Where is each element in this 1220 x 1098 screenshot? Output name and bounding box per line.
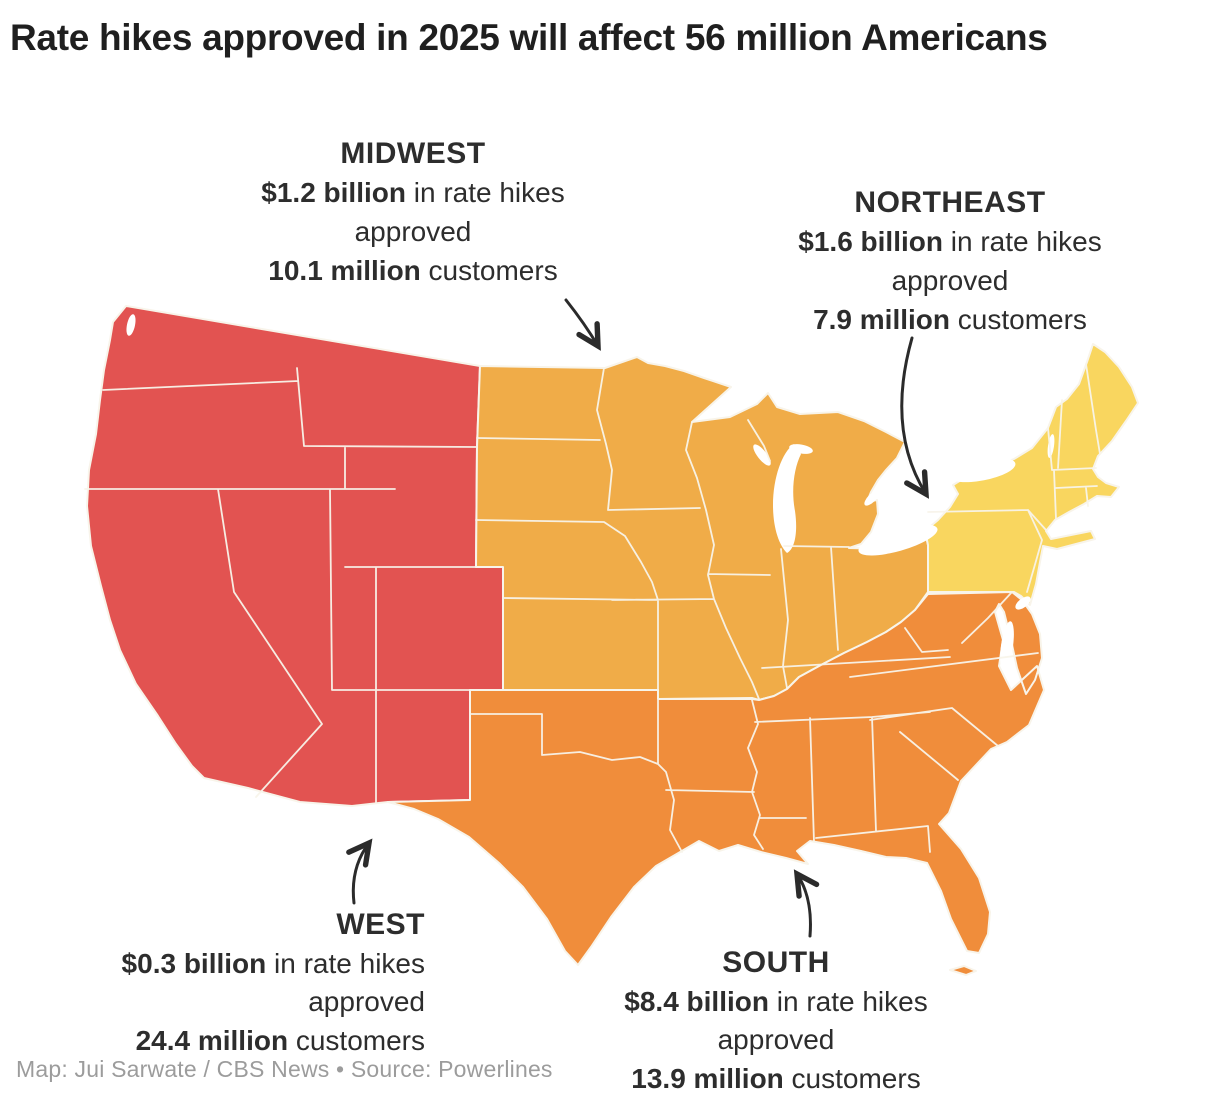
page-title: Rate hikes approved in 2025 will affect …: [10, 17, 1048, 58]
northeast-label: NORTHEAST $1.6 billion in rate hikes app…: [730, 183, 1170, 339]
west-label-customers: 24.4 million customers: [135, 1024, 425, 1056]
northeast-label-name: NORTHEAST: [854, 186, 1046, 219]
northeast-arrow: [900, 336, 930, 499]
midwest-label: MIDWEST $1.2 billion in rate hikes appro…: [193, 134, 633, 290]
state-borders-northeast: [927, 363, 1101, 593]
south-arrow: [793, 869, 820, 938]
puget-sound: [126, 314, 136, 336]
south-label-amount: $8.4 billion in rate hikes: [624, 985, 928, 1017]
state-borders-south: [469, 591, 1039, 853]
state-borders-west: [84, 367, 478, 804]
map-florida-keys: [949, 965, 977, 976]
northeast-label-customers: 7.9 million customers: [813, 304, 1087, 335]
great-lakes-group: [126, 314, 1055, 671]
state-borders-group: [84, 363, 1101, 853]
map-region-south: [387, 591, 1045, 966]
green-bay: [753, 444, 771, 466]
delaware-bay: [1015, 596, 1031, 610]
west-label-approved: approved: [308, 986, 425, 1017]
annotation-arrows-group: [346, 298, 930, 938]
west-label: WEST $0.3 billion in rate hikes approved…: [25, 906, 425, 1060]
south-label-approved: approved: [717, 1024, 835, 1055]
lake-michigan: [773, 444, 801, 553]
mackinac-strait: [789, 444, 813, 454]
midwest-label-name: MIDWEST: [340, 137, 486, 170]
south-label-customers: 13.9 million customers: [631, 1062, 921, 1094]
midwest-label-customers: 10.1 million customers: [268, 255, 558, 286]
source-credit: Map: Jui Sarwate / CBS News • Source: Po…: [16, 1056, 553, 1082]
northeast-label-amount: $1.6 billion in rate hikes: [798, 226, 1102, 257]
south-label-name: SOUTH: [722, 946, 830, 979]
west-label-amount: $0.3 billion in rate hikes: [121, 947, 425, 979]
chesapeake-bay: [1000, 621, 1014, 671]
west-arrow: [346, 838, 373, 905]
south-label: SOUTH $8.4 billion in rate hikes approve…: [556, 944, 996, 1098]
state-borders-midwest: [475, 367, 850, 700]
west-label-name: WEST: [336, 908, 425, 941]
lake-erie: [858, 524, 938, 556]
midwest-label-amount: $1.2 billion in rate hikes: [261, 177, 565, 208]
midwest-arrow: [564, 298, 601, 351]
midwest-label-approved: approved: [354, 216, 472, 247]
saginaw-bay: [864, 490, 880, 506]
lake-ontario: [948, 457, 1016, 483]
northeast-label-approved: approved: [891, 265, 1009, 296]
